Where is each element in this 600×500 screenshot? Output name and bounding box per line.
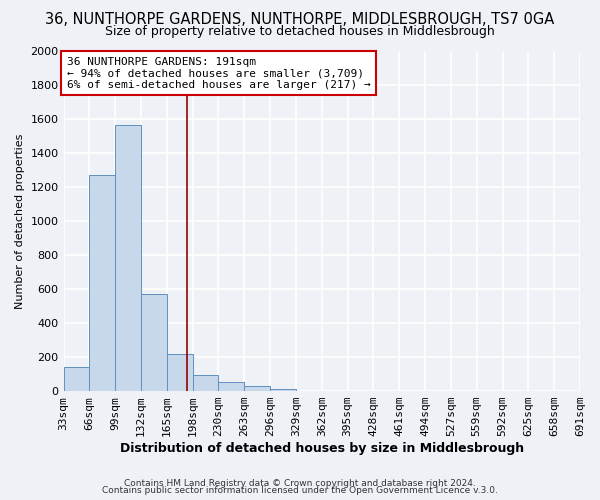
Text: Size of property relative to detached houses in Middlesbrough: Size of property relative to detached ho… bbox=[105, 25, 495, 38]
Text: Contains HM Land Registry data © Crown copyright and database right 2024.: Contains HM Land Registry data © Crown c… bbox=[124, 478, 476, 488]
Text: Contains public sector information licensed under the Open Government Licence v.: Contains public sector information licen… bbox=[102, 486, 498, 495]
Bar bbox=[270, 390, 296, 391]
Bar bbox=[141, 294, 167, 391]
Bar bbox=[218, 382, 244, 391]
Bar bbox=[89, 176, 115, 391]
Y-axis label: Number of detached properties: Number of detached properties bbox=[15, 134, 25, 309]
Bar bbox=[64, 368, 89, 391]
Bar bbox=[193, 375, 218, 391]
Text: 36, NUNTHORPE GARDENS, NUNTHORPE, MIDDLESBROUGH, TS7 0GA: 36, NUNTHORPE GARDENS, NUNTHORPE, MIDDLE… bbox=[46, 12, 554, 28]
Bar bbox=[244, 386, 270, 391]
Text: 36 NUNTHORPE GARDENS: 191sqm
← 94% of detached houses are smaller (3,709)
6% of : 36 NUNTHORPE GARDENS: 191sqm ← 94% of de… bbox=[67, 56, 370, 90]
Bar bbox=[167, 354, 193, 391]
Bar bbox=[115, 124, 141, 391]
X-axis label: Distribution of detached houses by size in Middlesbrough: Distribution of detached houses by size … bbox=[120, 442, 524, 455]
